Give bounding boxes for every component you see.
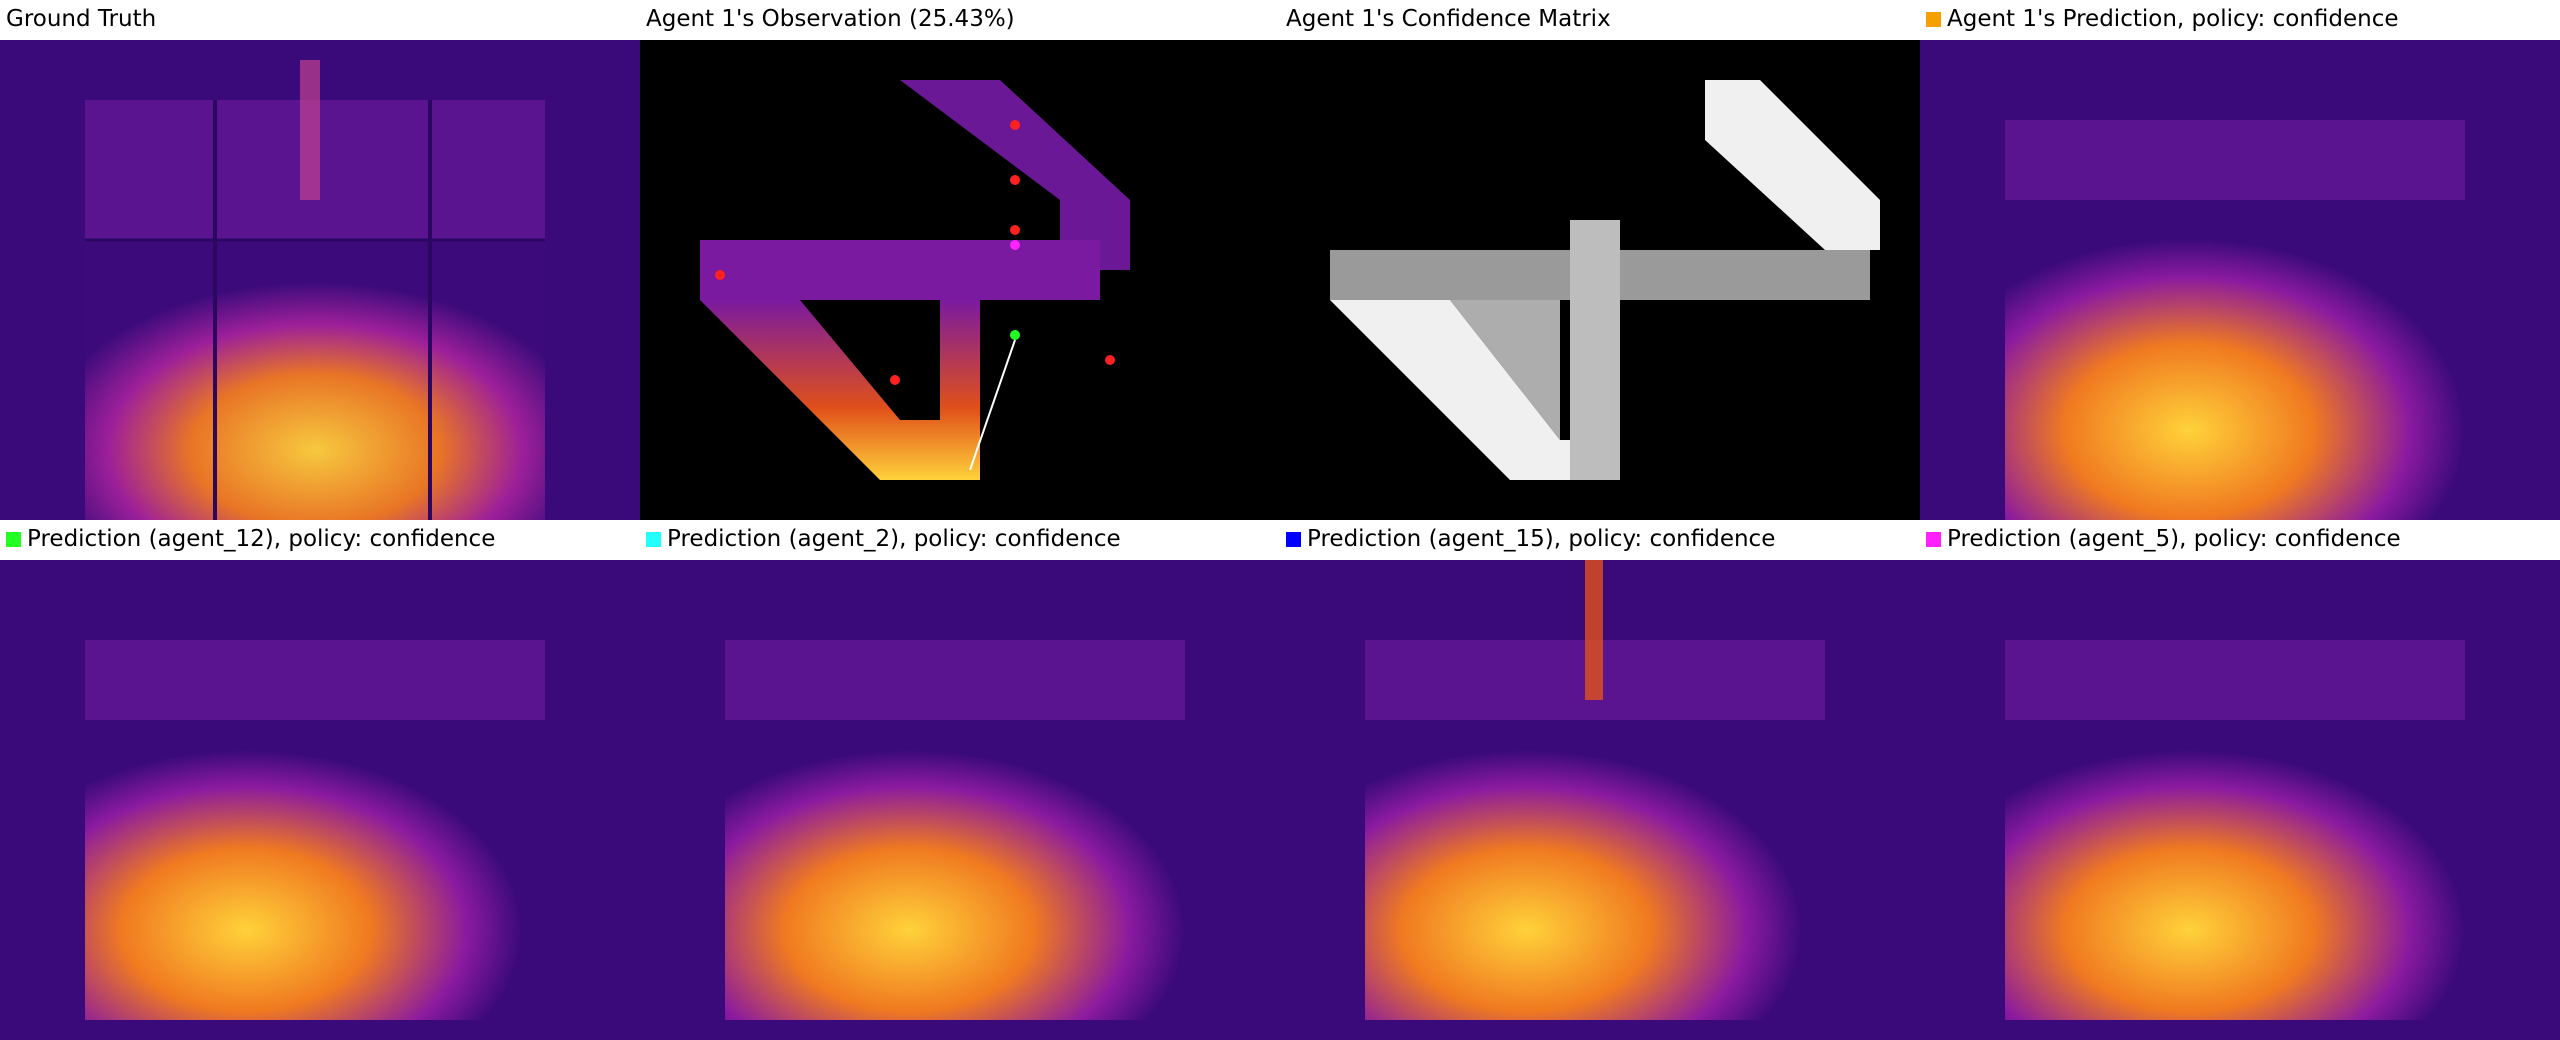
observation-image	[640, 40, 1280, 520]
panel-title: Agent 1's Confidence Matrix	[1280, 0, 1920, 38]
panel-title-text: Prediction (agent_12), policy: confidenc…	[27, 526, 496, 552]
panel-title-text: Agent 1's Observation (25.43%)	[646, 6, 1015, 32]
agent1-prediction-heatmap	[1920, 40, 2560, 520]
panel-title-text: Agent 1's Prediction, policy: confidence	[1947, 6, 2399, 32]
agent15-prediction-image	[1280, 560, 1920, 1040]
confidence-image	[1280, 40, 1920, 520]
panel-title-text: Prediction (agent_5), policy: confidence	[1947, 526, 2401, 552]
panel-title-text: Prediction (agent_15), policy: confidenc…	[1307, 526, 1776, 552]
agent2-prediction-heatmap	[640, 560, 1280, 1040]
agent12-prediction-image	[0, 560, 640, 1040]
panel-title: Prediction (agent_2), policy: confidence	[640, 520, 1280, 558]
panel-observation: Agent 1's Observation (25.43%)	[640, 0, 1280, 520]
agent1-prediction-image	[1920, 40, 2560, 520]
agent5-prediction-heatmap	[1920, 560, 2560, 1040]
agent-color-swatch	[1926, 531, 1941, 547]
panel-title: Agent 1's Observation (25.43%)	[640, 0, 1280, 38]
agent-color-swatch	[6, 531, 21, 547]
panel-confidence-matrix: Agent 1's Confidence Matrix	[1280, 0, 1920, 520]
confidence-mask	[1330, 80, 1880, 480]
panel-agent5-prediction: Prediction (agent_5), policy: confidence	[1920, 520, 2560, 1040]
panel-title: Agent 1's Prediction, policy: confidence	[1920, 0, 2560, 38]
ground-truth-image	[0, 40, 640, 520]
agent-color-swatch	[1286, 531, 1301, 547]
ground-truth-heatmap	[0, 40, 640, 520]
agent-color-swatch	[646, 531, 661, 547]
bottom-row: Prediction (agent_12), policy: confidenc…	[0, 520, 2560, 1040]
panel-title-text: Prediction (agent_2), policy: confidence	[667, 526, 1121, 552]
observation-mask	[700, 80, 1130, 480]
panel-title: Ground Truth	[0, 0, 640, 38]
panel-title: Prediction (agent_15), policy: confidenc…	[1280, 520, 1920, 558]
agent2-prediction-image	[640, 560, 1280, 1040]
agent12-prediction-heatmap	[0, 560, 640, 1040]
panel-title-text: Ground Truth	[6, 6, 157, 32]
panel-agent2-prediction: Prediction (agent_2), policy: confidence	[640, 520, 1280, 1040]
top-row: Ground Truth	[0, 0, 2560, 520]
panel-agent1-prediction: Agent 1's Prediction, policy: confidence	[1920, 0, 2560, 520]
panel-title: Prediction (agent_5), policy: confidence	[1920, 520, 2560, 558]
panel-title-text: Agent 1's Confidence Matrix	[1286, 6, 1611, 32]
panel-agent12-prediction: Prediction (agent_12), policy: confidenc…	[0, 520, 640, 1040]
panel-ground-truth: Ground Truth	[0, 0, 640, 520]
panel-title: Prediction (agent_12), policy: confidenc…	[0, 520, 640, 558]
agent5-prediction-image	[1920, 560, 2560, 1040]
agent-color-swatch	[1926, 11, 1941, 27]
panel-agent15-prediction: Prediction (agent_15), policy: confidenc…	[1280, 520, 1920, 1040]
agent15-prediction-heatmap	[1280, 560, 1920, 1040]
